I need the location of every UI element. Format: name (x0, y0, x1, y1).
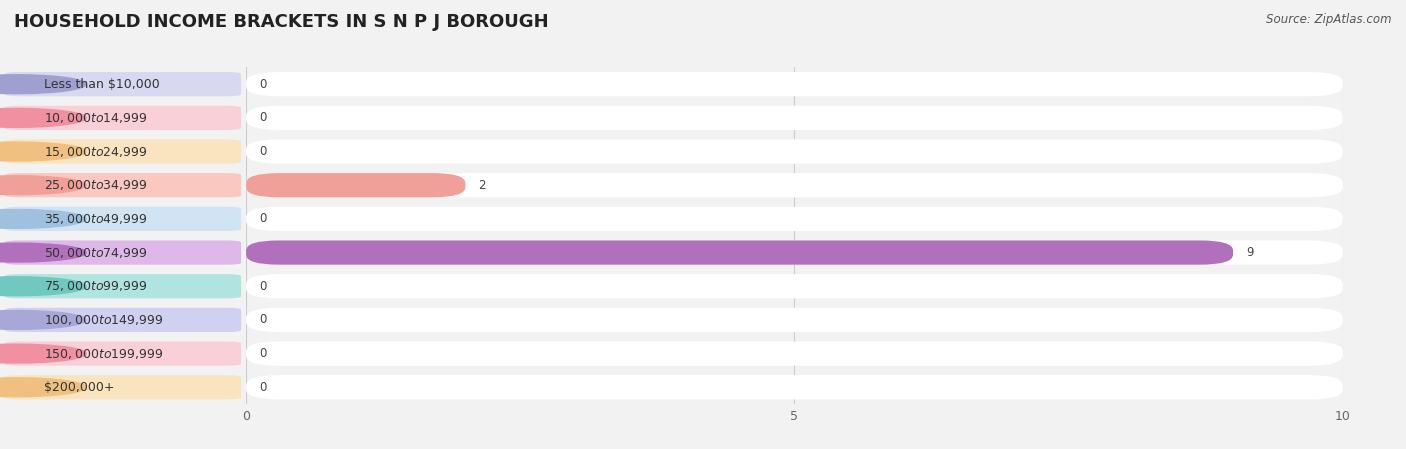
Circle shape (0, 277, 86, 295)
FancyBboxPatch shape (246, 341, 1343, 365)
Text: HOUSEHOLD INCOME BRACKETS IN S N P J BOROUGH: HOUSEHOLD INCOME BRACKETS IN S N P J BOR… (14, 13, 548, 31)
FancyBboxPatch shape (246, 207, 1343, 231)
Text: $50,000 to $74,999: $50,000 to $74,999 (45, 246, 148, 260)
FancyBboxPatch shape (246, 308, 1343, 332)
Circle shape (0, 176, 86, 195)
Text: $200,000+: $200,000+ (45, 381, 115, 394)
Text: 2: 2 (478, 179, 486, 192)
Text: $25,000 to $34,999: $25,000 to $34,999 (45, 178, 148, 192)
FancyBboxPatch shape (4, 173, 242, 198)
Circle shape (0, 344, 86, 363)
Text: $150,000 to $199,999: $150,000 to $199,999 (45, 347, 163, 361)
FancyBboxPatch shape (246, 173, 1343, 198)
Circle shape (0, 75, 86, 94)
Text: $35,000 to $49,999: $35,000 to $49,999 (45, 212, 148, 226)
FancyBboxPatch shape (4, 375, 242, 400)
Circle shape (0, 378, 86, 397)
Text: $10,000 to $14,999: $10,000 to $14,999 (45, 111, 148, 125)
FancyBboxPatch shape (4, 139, 242, 163)
FancyBboxPatch shape (246, 72, 1343, 96)
Text: 0: 0 (259, 145, 267, 158)
Text: 0: 0 (259, 111, 267, 124)
Text: 0: 0 (259, 347, 267, 360)
FancyBboxPatch shape (4, 72, 242, 96)
Text: $75,000 to $99,999: $75,000 to $99,999 (45, 279, 148, 293)
Text: 0: 0 (259, 381, 267, 394)
FancyBboxPatch shape (246, 240, 1343, 264)
FancyBboxPatch shape (4, 274, 242, 298)
Text: 0: 0 (259, 313, 267, 326)
FancyBboxPatch shape (4, 308, 242, 332)
FancyBboxPatch shape (4, 341, 242, 365)
Circle shape (0, 142, 86, 161)
FancyBboxPatch shape (4, 207, 242, 231)
Text: 0: 0 (259, 78, 267, 91)
Text: $15,000 to $24,999: $15,000 to $24,999 (45, 145, 148, 158)
FancyBboxPatch shape (246, 240, 1233, 264)
Circle shape (0, 311, 86, 330)
FancyBboxPatch shape (246, 106, 1343, 130)
Circle shape (0, 108, 86, 127)
FancyBboxPatch shape (246, 274, 1343, 298)
Text: Less than $10,000: Less than $10,000 (45, 78, 160, 91)
Text: 0: 0 (259, 280, 267, 293)
Text: $100,000 to $149,999: $100,000 to $149,999 (45, 313, 163, 327)
FancyBboxPatch shape (246, 173, 465, 198)
FancyBboxPatch shape (4, 240, 242, 264)
Circle shape (0, 209, 86, 228)
Text: Source: ZipAtlas.com: Source: ZipAtlas.com (1267, 13, 1392, 26)
Circle shape (0, 243, 86, 262)
FancyBboxPatch shape (246, 139, 1343, 163)
FancyBboxPatch shape (4, 106, 242, 130)
FancyBboxPatch shape (246, 375, 1343, 400)
Text: 9: 9 (1246, 246, 1254, 259)
Text: 0: 0 (259, 212, 267, 225)
